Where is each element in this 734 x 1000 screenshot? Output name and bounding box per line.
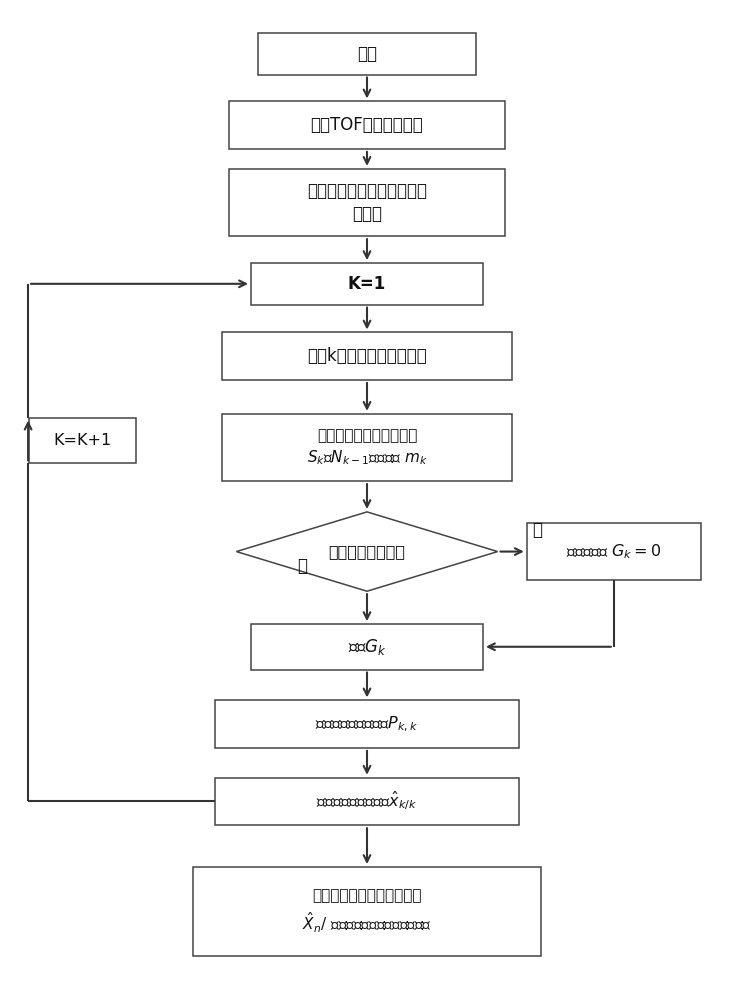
FancyBboxPatch shape [29, 418, 137, 463]
FancyBboxPatch shape [229, 101, 505, 149]
FancyBboxPatch shape [527, 523, 701, 580]
FancyBboxPatch shape [251, 624, 483, 670]
FancyBboxPatch shape [193, 867, 541, 956]
Text: 依次求出测量噪声协方差
$S_k$、$N_{k-1}$和门限值 $m_k$: 依次求出测量噪声协方差 $S_k$、$N_{k-1}$和门限值 $m_k$ [307, 428, 427, 467]
FancyBboxPatch shape [214, 778, 520, 825]
Text: 计算k时刻预测值和新息值: 计算k时刻预测值和新息值 [307, 347, 427, 365]
FancyBboxPatch shape [251, 263, 483, 305]
Text: 是: 是 [533, 521, 542, 539]
Text: 通过TOF获得测距数据: 通过TOF获得测距数据 [310, 116, 424, 134]
FancyBboxPatch shape [222, 414, 512, 481]
Text: 否: 否 [297, 557, 307, 575]
Text: 新息值大于门限值: 新息值大于门限值 [329, 544, 405, 559]
Polygon shape [236, 512, 498, 591]
Text: K=K+1: K=K+1 [54, 433, 112, 448]
Text: 计算并输出滤波结果$\hat{x}_{k/k}$: 计算并输出滤波结果$\hat{x}_{k/k}$ [316, 790, 418, 813]
FancyBboxPatch shape [222, 332, 512, 380]
Text: 开始: 开始 [357, 45, 377, 63]
Text: K=1: K=1 [348, 275, 386, 293]
Text: 直到输出最后一个滤波结果
$\hat{X}_n/$ 所有测距数据处理完毕，结束: 直到输出最后一个滤波结果 $\hat{X}_n/$ 所有测距数据处理完毕，结束 [302, 888, 432, 935]
FancyBboxPatch shape [229, 169, 505, 236]
Text: 建立状态方程和有色噪声测
量方程: 建立状态方程和有色噪声测 量方程 [307, 182, 427, 223]
FancyBboxPatch shape [258, 33, 476, 75]
FancyBboxPatch shape [214, 700, 520, 748]
Text: 更新估计误差方差阵$P_{k,k}$: 更新估计误差方差阵$P_{k,k}$ [316, 714, 418, 734]
Text: 置滤波增益 $G_k=0$: 置滤波增益 $G_k=0$ [566, 542, 661, 561]
Text: 计算$G_k$: 计算$G_k$ [347, 637, 387, 657]
